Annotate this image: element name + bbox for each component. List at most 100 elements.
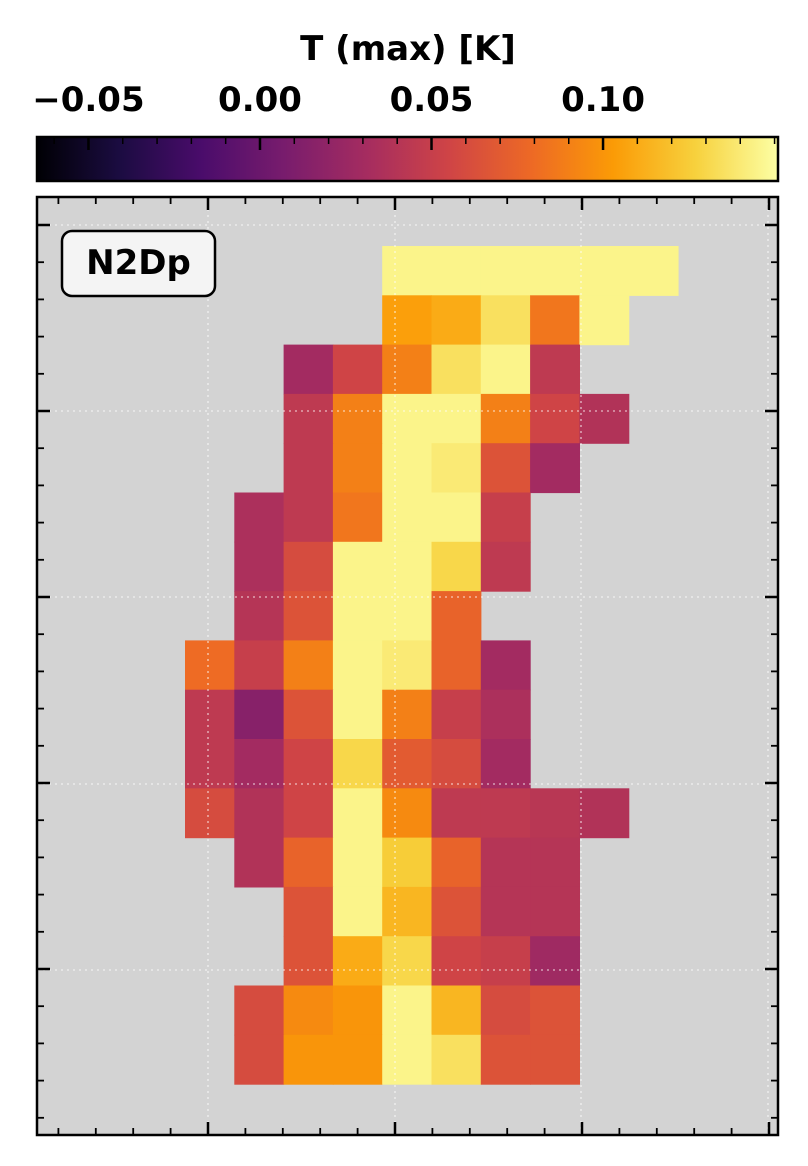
heatmap-cell (480, 640, 531, 691)
heatmap-cell (431, 739, 482, 789)
heatmap-cell (332, 393, 383, 444)
heatmap-cell (283, 886, 334, 937)
heatmap-cell (480, 344, 531, 395)
heatmap-cell (234, 1034, 285, 1085)
heatmap-cell (234, 739, 285, 789)
heatmap-cell (530, 1034, 580, 1085)
heatmap-cell (283, 344, 334, 395)
heatmap-cell (530, 295, 580, 346)
heatmap-cell (234, 541, 285, 592)
heatmap-cell (382, 295, 433, 346)
heatmap-cell (431, 1034, 482, 1085)
heatmap-cell (579, 393, 630, 444)
colorbar-tick-label: 0.00 (218, 80, 302, 120)
heatmap-cell (332, 541, 383, 592)
heatmap-cell (332, 985, 383, 1036)
heatmap-cell (382, 492, 433, 543)
heatmap-cell (332, 837, 383, 888)
heatmap-cell (431, 936, 482, 987)
heatmap-cell (234, 640, 285, 691)
heatmap-cell (530, 443, 580, 494)
heatmap-cell (480, 985, 531, 1036)
heatmap-cell (431, 788, 482, 839)
heatmap-cell (332, 689, 383, 740)
heatmap-cell (234, 591, 285, 641)
heatmap-cells (185, 246, 679, 1085)
heatmap-cell (480, 492, 531, 543)
heatmap-cell (480, 739, 531, 789)
heatmap-cell (283, 739, 334, 789)
heatmap-cell (480, 689, 531, 740)
heatmap-cell (530, 886, 580, 937)
heatmap-cell (431, 591, 482, 641)
colorbar (35, 135, 780, 183)
heatmap-cell (530, 344, 580, 395)
heatmap-cell (382, 591, 433, 641)
colorbar-tick-labels: −0.05 0.00 0.05 0.10 (32, 80, 645, 120)
heatmap-cell (283, 443, 334, 494)
heatmap-cell (431, 837, 482, 888)
heatmap-cell (283, 689, 334, 740)
heatmap-cell (332, 344, 383, 395)
heatmap-cell (234, 689, 285, 740)
heatmap-cell (579, 246, 630, 296)
heatmap-cell (382, 1034, 433, 1085)
heatmap-cell (530, 936, 580, 987)
panel-label-box: N2Dp (60, 229, 217, 298)
heatmap-cell (382, 936, 433, 987)
heatmap-cell (480, 443, 531, 494)
heatmap-cell (382, 837, 433, 888)
heatmap-cell (382, 640, 433, 691)
heatmap-cell (332, 739, 383, 789)
colorbar-tick-label: 0.10 (561, 80, 645, 120)
colorbar-tick-label: 0.05 (390, 80, 474, 120)
heatmap-cell (628, 246, 679, 296)
heatmap-cell (480, 886, 531, 937)
heatmap-cell (185, 640, 235, 691)
heatmap-cell (382, 739, 433, 789)
heatmap-cell (382, 788, 433, 839)
heatmap-cell (480, 541, 531, 592)
plot-frame (35, 195, 780, 1137)
heatmap-cell (431, 295, 482, 346)
heatmap-cell (382, 393, 433, 444)
heatmap-cell (332, 492, 383, 543)
heatmap-cell (530, 246, 580, 296)
heatmap-cell (283, 788, 334, 839)
heatmap-cell (382, 689, 433, 740)
heatmap-cell (332, 443, 383, 494)
heatmap-cell (332, 788, 383, 839)
heatmap-cell (283, 837, 334, 888)
heatmap-cell (283, 393, 334, 444)
heatmap-cell (480, 1034, 531, 1085)
heatmap-cell (431, 246, 482, 296)
heatmap-cell (431, 541, 482, 592)
heatmap-cell (530, 985, 580, 1036)
heatmap-cell (431, 393, 482, 444)
heatmap-cell (185, 689, 235, 740)
heatmap-cell (480, 393, 531, 444)
heatmap-cell (382, 541, 433, 592)
heatmap-cell (283, 541, 334, 592)
heatmap-cell (480, 246, 531, 296)
colorbar-label: T (max) [K] (300, 29, 516, 69)
heatmap-cell (332, 886, 383, 937)
heatmap-cell (579, 788, 630, 839)
axis-ticks (37, 197, 778, 1135)
heatmap-cell (431, 344, 482, 395)
heatmap-cell (382, 443, 433, 494)
heatmap-cell (480, 837, 531, 888)
heatmap-cell (332, 591, 383, 641)
heatmap-cell (185, 788, 235, 839)
grid-lines (37, 197, 778, 1135)
colorbar-tick-label: −0.05 (32, 80, 144, 120)
panel-label: N2Dp (86, 243, 191, 283)
heatmap-cell (431, 985, 482, 1036)
heatmap-cell (234, 788, 285, 839)
heatmap-cell (480, 788, 531, 839)
heatmap-cell (530, 788, 580, 839)
heatmap-cell (234, 492, 285, 543)
heatmap-cell (530, 393, 580, 444)
heatmap-cell (283, 640, 334, 691)
